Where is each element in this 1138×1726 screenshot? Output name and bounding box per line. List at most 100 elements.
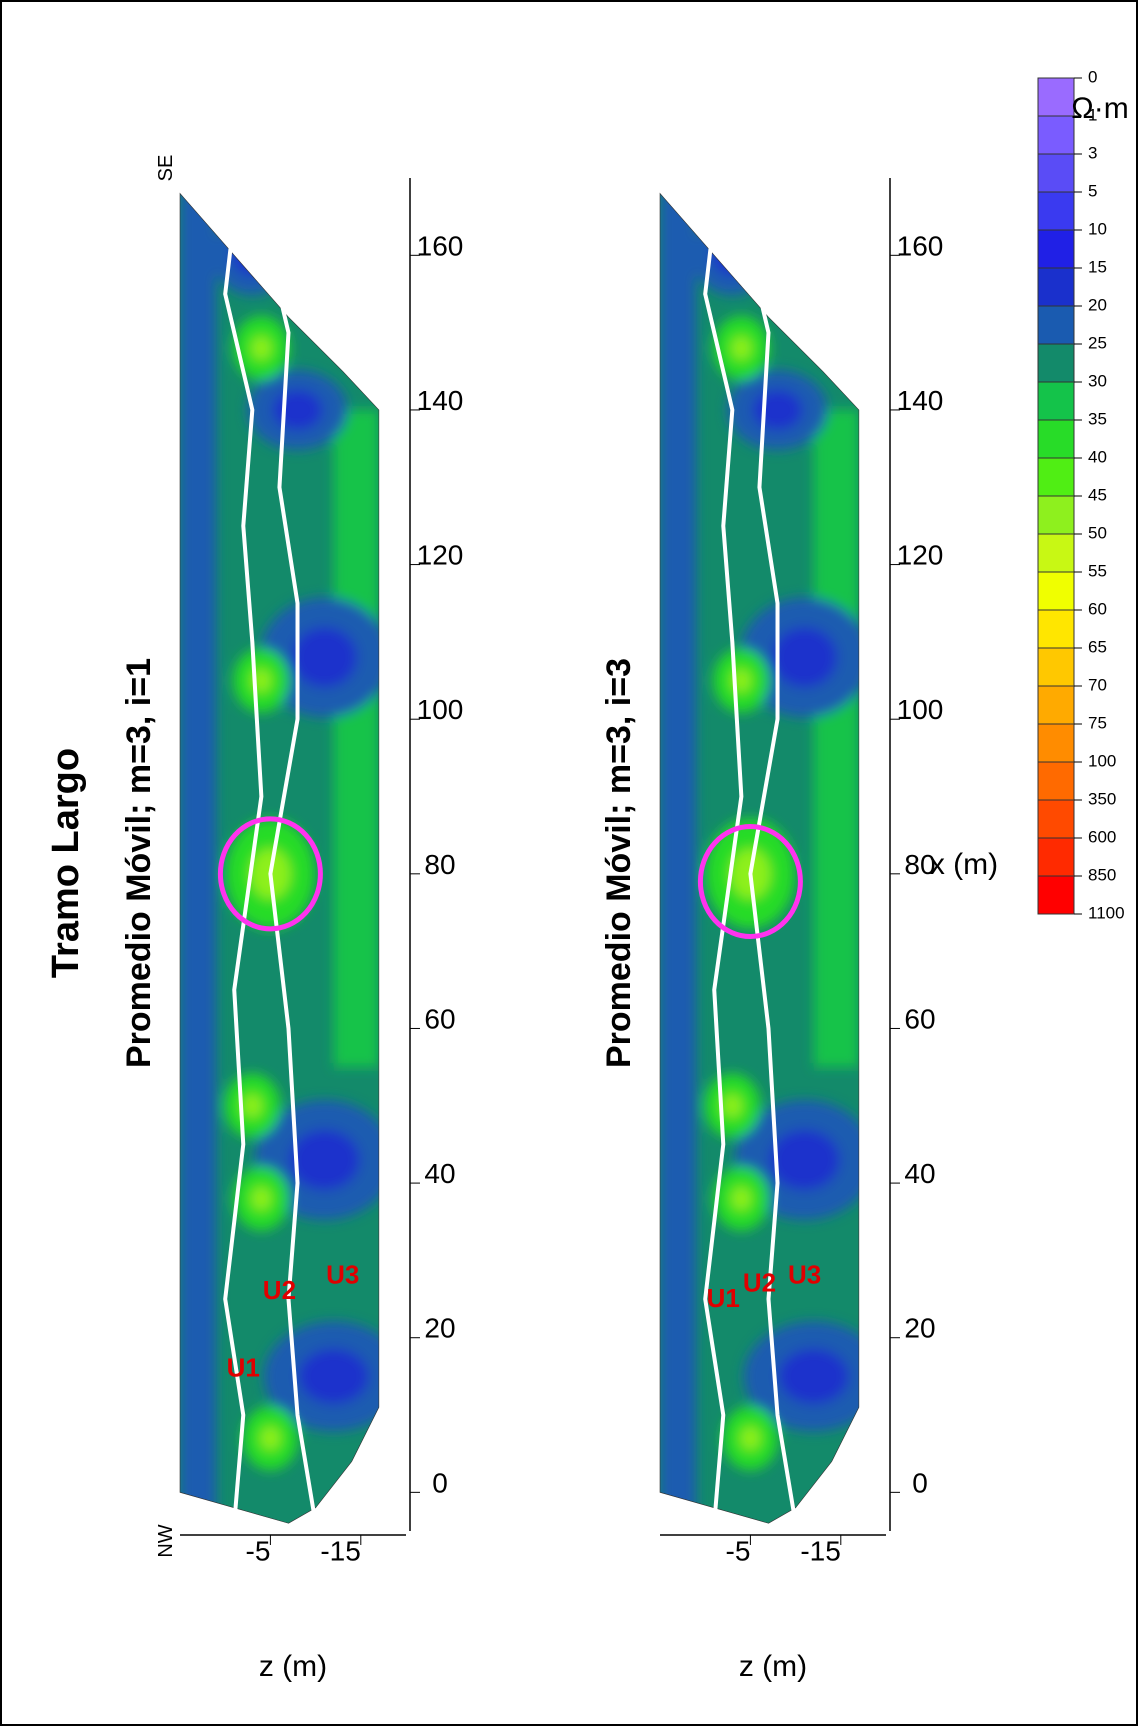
colorbar-swatch <box>1037 381 1075 421</box>
section-field <box>180 193 379 1524</box>
x-tick-label: 80 <box>424 849 455 880</box>
colorbar-tick-label: 100 <box>1088 751 1116 770</box>
colorbar-tick-label: 1 <box>1088 105 1097 124</box>
unit-label: U3 <box>788 1260 821 1290</box>
y-axis-label: z (m) <box>739 1650 807 1683</box>
colorbar-tick-label: 25 <box>1088 333 1107 352</box>
colorbar-tick-label: 0 <box>1088 67 1097 86</box>
unit-boundary-upper <box>223 216 264 1524</box>
field-band <box>180 193 217 1524</box>
colorbar-swatch <box>1037 723 1075 763</box>
colorbar-tick-label: 55 <box>1088 561 1107 580</box>
unit-label: U1 <box>227 1352 260 1382</box>
colorbar-tick-label: 850 <box>1088 865 1116 884</box>
colorbar-swatch <box>1037 153 1075 193</box>
colorbar-swatch <box>1037 571 1075 611</box>
colorbar-swatch <box>1037 799 1075 839</box>
colorbar-swatch <box>1037 761 1075 801</box>
y-tick-label: -15 <box>800 1535 840 1566</box>
field-high-core <box>722 1093 743 1118</box>
colorbar-swatch <box>1037 837 1075 877</box>
chart-title: Promedio Móvil; m=3, i=3 <box>600 658 638 1068</box>
orientation-left: NW <box>155 1524 177 1557</box>
field-high-core <box>731 1186 752 1211</box>
x-tick-label: 40 <box>904 1158 935 1189</box>
colorbar-tick-label: 75 <box>1088 713 1107 732</box>
y-axis-label: z (m) <box>259 1650 327 1683</box>
x-tick-label: 0 <box>432 1467 448 1498</box>
unit-label: U3 <box>326 1260 359 1290</box>
section-field <box>660 193 859 1524</box>
colorbar-swatch <box>1037 647 1075 687</box>
colorbar-tick-label: 40 <box>1088 447 1107 466</box>
unit-boundary-lower <box>739 216 798 1524</box>
section-outline <box>659 192 860 1524</box>
field-low-core <box>752 389 803 430</box>
x-tick-label: 40 <box>424 1158 455 1189</box>
unit-label: U1 <box>707 1283 740 1313</box>
field-band <box>813 409 859 1068</box>
field-band <box>333 409 379 1068</box>
x-tick-label: 60 <box>904 1003 935 1034</box>
unit-boundary-lower <box>259 216 318 1524</box>
colorbar-swatch <box>1037 191 1075 231</box>
y-tick-label: -5 <box>725 1535 750 1566</box>
colorbar-tick-label: 600 <box>1088 827 1116 846</box>
colorbar-swatch <box>1037 495 1075 535</box>
x-tick-label: 100 <box>897 694 944 725</box>
x-tick-label: 0 <box>912 1467 928 1498</box>
colorbar-swatch <box>1037 343 1075 383</box>
colorbar-swatch <box>1037 229 1075 269</box>
colorbar-tick-label: 70 <box>1088 675 1107 694</box>
colorbar-tick-label: 350 <box>1088 789 1116 808</box>
unit-label: U2 <box>743 1267 776 1297</box>
colorbar-tick-label: 1100 <box>1088 903 1125 922</box>
field-low-core <box>272 389 323 430</box>
colorbar-tick-label: 10 <box>1088 219 1107 238</box>
field-high-core <box>242 1093 263 1118</box>
y-tick-label: -15 <box>320 1535 360 1566</box>
anomaly-ring <box>697 824 803 940</box>
chart-panel-1: Promedio Móvil; m=3, i=1 U1 U2 U3 0 20 40 60 80 1… <box>120 155 463 1683</box>
colorbar-tick-label: 5 <box>1088 181 1097 200</box>
field-high-core <box>740 1426 761 1451</box>
field-high-core <box>251 1186 272 1211</box>
field-low-core <box>769 1129 840 1190</box>
field-band <box>660 193 697 1524</box>
colorbar-tick-label: 30 <box>1088 371 1107 390</box>
x-tick-label: 120 <box>417 540 464 571</box>
field-high-core <box>251 336 272 361</box>
colorbar-swatch <box>1037 419 1075 459</box>
colorbar-tick-label: 15 <box>1088 257 1107 276</box>
unit-boundary-upper <box>703 216 744 1524</box>
x-tick-label: 140 <box>417 385 464 416</box>
colorbar-tick-label: 60 <box>1088 599 1107 618</box>
colorbar-tick-label: 35 <box>1088 409 1107 428</box>
colorbar-tick-label: 50 <box>1088 523 1107 542</box>
x-axis-label: x (m) <box>930 848 998 881</box>
colorbar-unit: Ω·m <box>1071 92 1128 125</box>
x-tick-label: 20 <box>424 1313 455 1344</box>
x-tick-label: 160 <box>417 230 464 261</box>
figure-title: Tramo Largo <box>45 748 87 978</box>
unit-label: U2 <box>263 1275 296 1305</box>
anomaly-ring <box>217 816 323 932</box>
x-tick-label: 20 <box>904 1313 935 1344</box>
colorbar-tick-label: 3 <box>1088 143 1097 162</box>
colorbar-tick-label: 65 <box>1088 637 1107 656</box>
field-low-core <box>772 627 838 688</box>
colorbar-swatch <box>1037 685 1075 725</box>
colorbar-swatch <box>1037 267 1075 307</box>
colorbar-swatch <box>1037 115 1075 155</box>
colorbar-swatch <box>1037 457 1075 497</box>
y-tick-label: -5 <box>245 1535 270 1566</box>
chart-title: Promedio Móvil; m=3, i=1 <box>120 658 158 1068</box>
colorbar-swatch <box>1037 875 1075 915</box>
x-tick-label: 140 <box>897 385 944 416</box>
colorbar: 0135101520253035404550556065707510035060… <box>1037 67 1129 922</box>
field-low-core <box>289 1129 360 1190</box>
colorbar-swatch <box>1037 533 1075 573</box>
field-low-core <box>292 627 358 688</box>
colorbar-tick-label: 45 <box>1088 485 1107 504</box>
